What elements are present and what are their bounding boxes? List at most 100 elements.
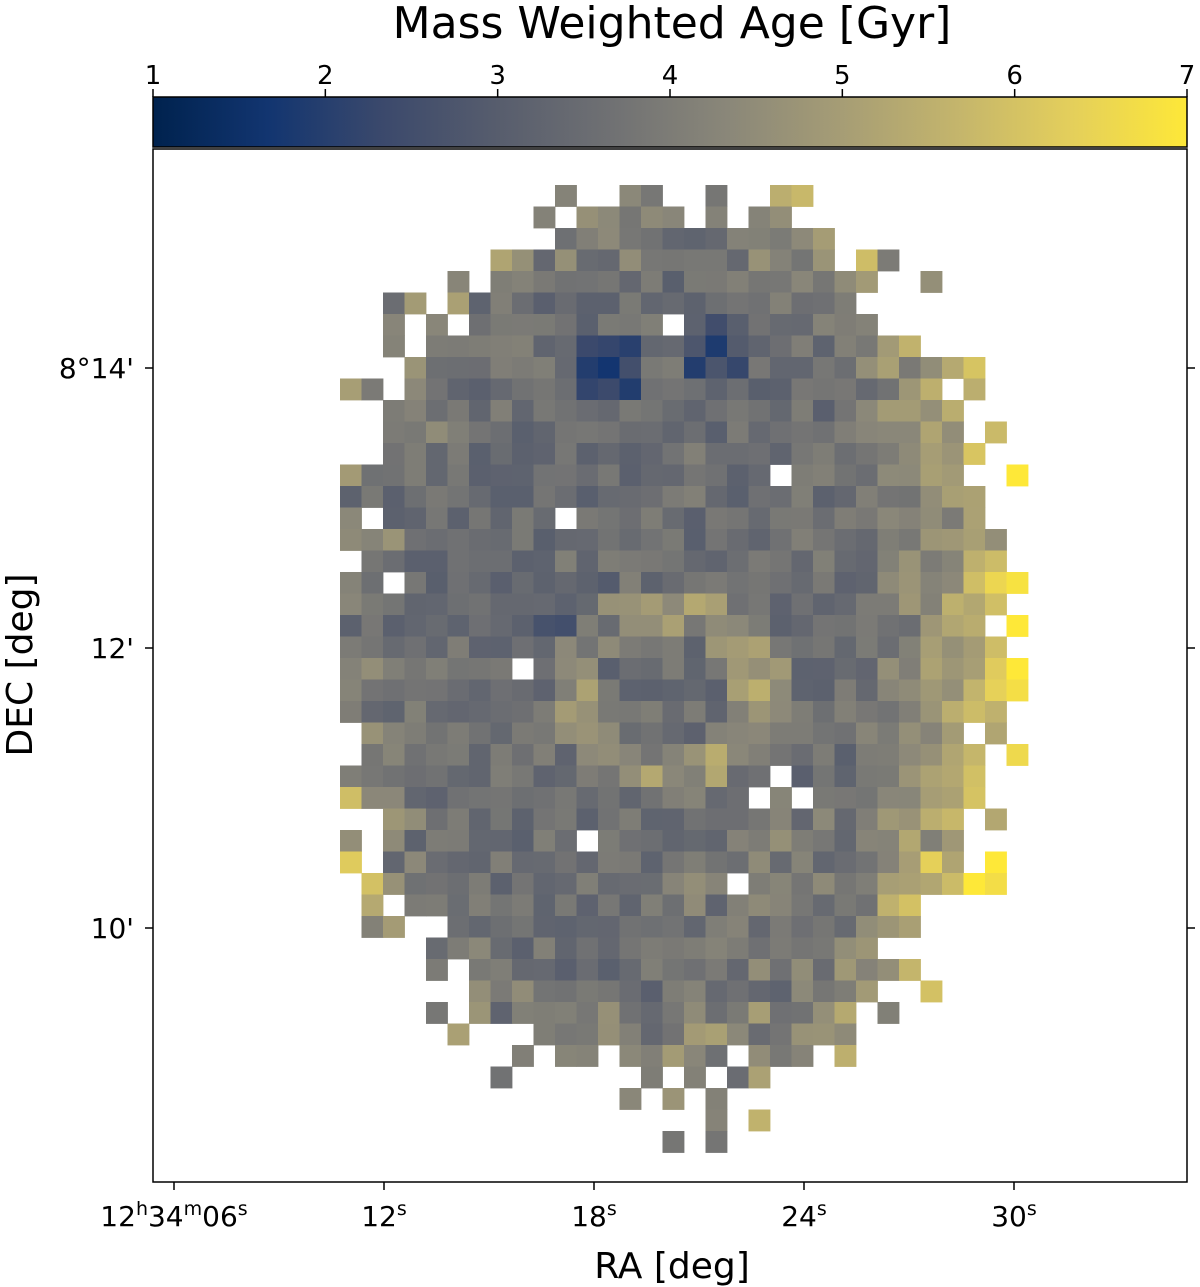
- age-pixel: [813, 722, 835, 745]
- age-pixel: [727, 1023, 749, 1046]
- age-pixel: [576, 701, 599, 723]
- age-pixel: [641, 185, 663, 207]
- age-pixel: [834, 486, 857, 508]
- age-pixel: [426, 507, 448, 530]
- age-pixel: [619, 1002, 642, 1024]
- age-pixel: [856, 443, 878, 465]
- age-pixel: [770, 443, 792, 465]
- age-pixel: [512, 765, 534, 788]
- age-pixel: [899, 744, 921, 766]
- age-pixel: [899, 701, 921, 723]
- age-pixel: [641, 1023, 663, 1046]
- age-pixel: [619, 378, 642, 401]
- x-tick-label: 12h34m06s: [100, 1198, 247, 1233]
- age-pixel: [705, 916, 728, 938]
- age-pixel: [383, 400, 405, 422]
- age-pixel: [705, 615, 728, 637]
- age-pixel: [490, 1066, 513, 1089]
- age-pixel: [533, 314, 556, 336]
- age-pixel: [426, 443, 448, 465]
- age-pixel: [555, 357, 577, 379]
- age-pixel: [490, 421, 513, 444]
- age-pixel: [770, 701, 792, 723]
- age-pixel: [361, 894, 384, 917]
- age-pixel: [512, 271, 534, 293]
- age-pixel: [899, 636, 921, 659]
- age-pixel: [641, 486, 663, 508]
- age-pixel: [791, 615, 814, 637]
- age-pixel: [856, 830, 878, 852]
- age-pixel: [576, 443, 599, 465]
- age-pixel: [576, 916, 599, 938]
- age-pixel: [770, 550, 792, 573]
- age-pixel: [684, 722, 706, 745]
- age-pixel: [361, 658, 384, 680]
- age-pixel: [834, 765, 857, 788]
- age-pixel: [598, 722, 620, 745]
- age-pixel: [727, 593, 749, 616]
- age-pixel: [533, 593, 556, 616]
- age-pixel: [641, 1066, 663, 1089]
- age-pixel: [447, 916, 470, 938]
- age-pixel: [512, 916, 534, 938]
- age-pixel: [813, 550, 835, 573]
- age-pixel: [619, 744, 642, 766]
- age-pixel: [469, 400, 491, 422]
- age-pixel: [512, 959, 534, 981]
- age-pixel: [770, 593, 792, 616]
- age-pixel: [426, 357, 448, 379]
- age-pixel: [942, 808, 964, 831]
- age-pixel: [877, 873, 900, 895]
- age-pixel: [598, 765, 620, 788]
- age-pixel: [813, 679, 835, 702]
- age-pixel: [469, 959, 491, 981]
- age-pixel: [748, 959, 771, 981]
- age-pixel: [426, 421, 448, 444]
- age-pixel: [447, 744, 470, 766]
- age-pixel: [899, 593, 921, 616]
- age-pixel: [662, 787, 685, 809]
- age-pixel: [404, 873, 427, 895]
- age-pixel: [727, 357, 749, 379]
- age-pixel: [512, 378, 534, 401]
- age-pixel: [447, 292, 470, 315]
- age-pixel: [555, 292, 577, 315]
- age-pixel: [533, 894, 556, 917]
- age-pixel: [555, 830, 577, 852]
- age-pixel: [813, 378, 835, 401]
- age-pixel: [748, 658, 771, 680]
- age-pixel: [856, 421, 878, 444]
- age-pixel: [727, 916, 749, 938]
- age-pixel: [512, 980, 534, 1003]
- age-pixel: [856, 894, 878, 917]
- age-pixel: [705, 1045, 728, 1067]
- age-pixel: [619, 443, 642, 465]
- age-pixel: [899, 722, 921, 745]
- age-pixel: [748, 894, 771, 917]
- age-pixel: [383, 593, 405, 616]
- age-pixel: [770, 228, 792, 250]
- age-pixel: [748, 271, 771, 293]
- age-pixel: [512, 894, 534, 917]
- age-pixel: [834, 400, 857, 422]
- age-pixel: [834, 937, 857, 960]
- age-pixel: [469, 529, 491, 551]
- age-pixel: [791, 808, 814, 831]
- age-pixel: [426, 830, 448, 852]
- age-pixel: [533, 550, 556, 573]
- age-pixel: [920, 873, 943, 895]
- age-pixel: [533, 206, 556, 229]
- age-pixel: [619, 701, 642, 723]
- age-pixel: [404, 421, 427, 444]
- age-pixel: [705, 292, 728, 315]
- age-pixel: [512, 464, 534, 487]
- age-pixel: [340, 679, 362, 702]
- age-pixel: [662, 1002, 685, 1024]
- age-pixel: [555, 851, 577, 874]
- age-pixel: [899, 464, 921, 487]
- age-pixel: [383, 765, 405, 788]
- age-pixel: [684, 1002, 706, 1024]
- age-pixel: [770, 658, 792, 680]
- age-pixel: [340, 378, 362, 401]
- age-pixel: [641, 1045, 663, 1067]
